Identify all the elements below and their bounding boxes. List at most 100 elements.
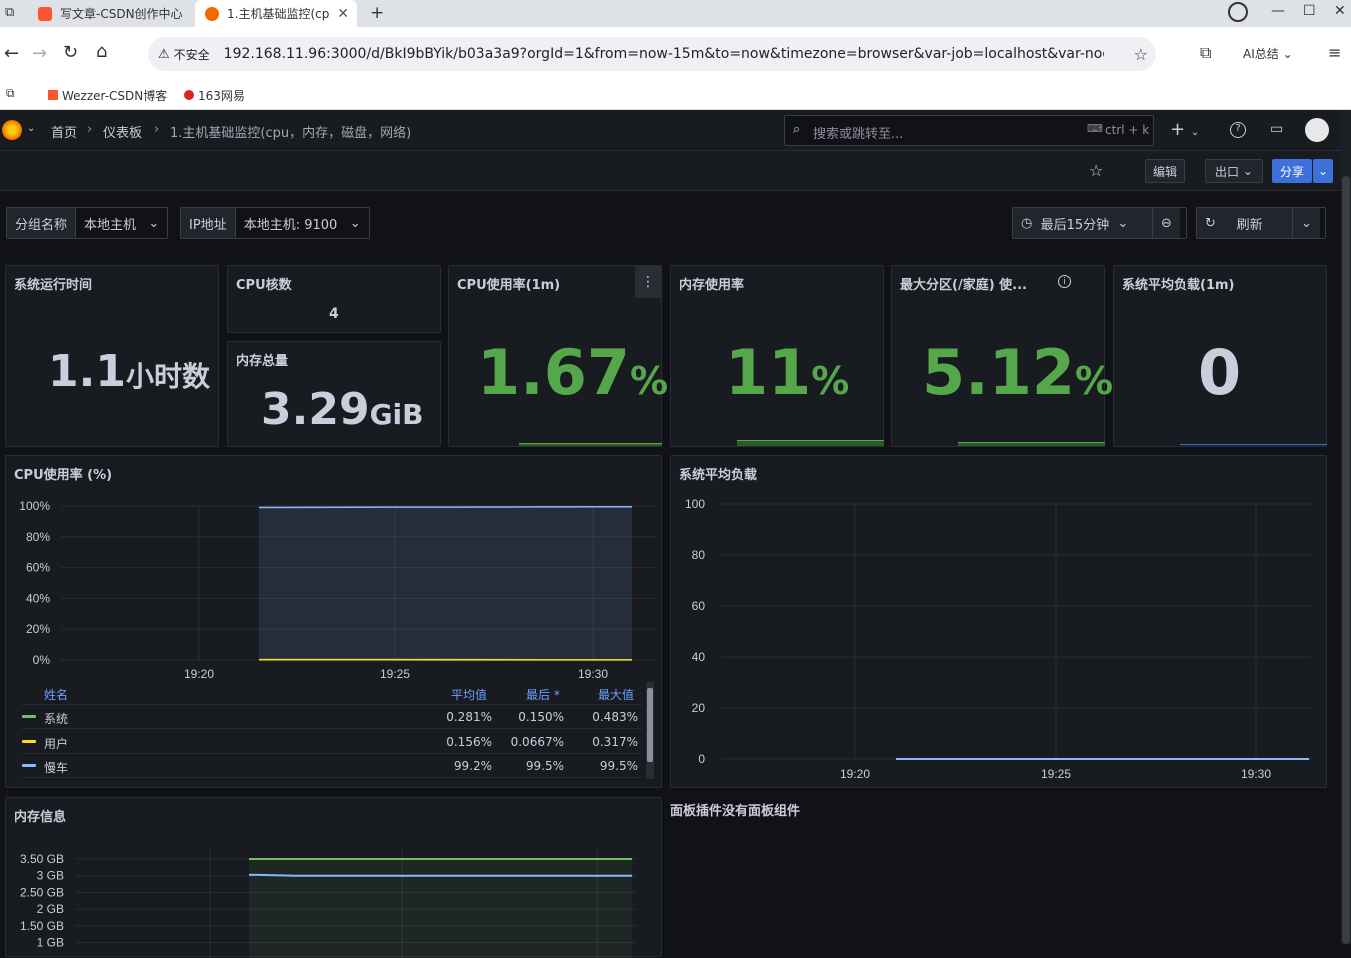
series-area-total xyxy=(249,859,632,958)
clock-icon: ◷ xyxy=(1021,216,1032,231)
add-icon[interactable]: + ⌄ xyxy=(1170,119,1199,140)
stat-panel-uptime[interactable]: 系统运行时间 1.1小时数 xyxy=(5,265,219,447)
stat-panel-cpu-cores[interactable]: CPU核数 4 xyxy=(227,265,441,333)
new-tab-icon[interactable]: + xyxy=(370,3,384,23)
star-icon[interactable]: ☆ xyxy=(1134,45,1148,64)
stat-value: 3.29GiB xyxy=(261,384,423,435)
legend-header-last[interactable]: 最后 * xyxy=(526,686,560,703)
search-input[interactable]: ⌕ 搜索或跳转至... ⌨ ctrl + k xyxy=(784,115,1154,146)
stat-panel-disk-usage[interactable]: 最大分区(/家庭) 使... i 5.12% xyxy=(891,265,1105,447)
refresh-picker[interactable]: ↻ 刷新 ⌄ xyxy=(1196,207,1326,239)
help-icon[interactable]: ? xyxy=(1230,122,1246,138)
info-icon[interactable]: i xyxy=(1058,275,1071,288)
chevron-down-icon[interactable]: ⌄ xyxy=(1293,208,1320,238)
monitor-icon[interactable]: ▭ xyxy=(1270,121,1283,137)
y-tick-label: 60 xyxy=(692,599,706,613)
keyboard-icon: ⌨ xyxy=(1087,122,1103,135)
menu-icon[interactable]: ≡ xyxy=(1328,43,1341,62)
x-tick-label: 19:20 xyxy=(840,767,870,781)
ai-summary-button[interactable]: AI总结 ⌄ xyxy=(1243,45,1293,62)
refresh-button[interactable]: ↻ 刷新 xyxy=(1197,208,1293,238)
edit-button[interactable]: 编辑 xyxy=(1145,159,1185,183)
bookmark-csdn[interactable]: Wezzer-CSDN博客 xyxy=(48,87,167,104)
search-placeholder: 搜索或跳转至... xyxy=(813,123,903,142)
variable-ip[interactable]: IP地址 本地主机: 9100 ⌄ xyxy=(180,207,370,239)
breadcrumb-home[interactable]: 首页 xyxy=(51,122,77,141)
home-icon[interactable]: ⌂ xyxy=(96,41,107,62)
variable-label: 分组名称 xyxy=(7,208,76,238)
avatar[interactable] xyxy=(1305,118,1329,142)
share-dropdown-button[interactable]: ⌄ xyxy=(1313,159,1333,183)
url-text[interactable]: 192.168.11.96:3000/d/BkI9bBYik/b03a3a9?o… xyxy=(224,46,1104,62)
minimize-icon[interactable]: — xyxy=(1271,3,1285,19)
y-tick-label: 60% xyxy=(26,561,50,575)
series-line-2 xyxy=(259,507,632,508)
close-window-icon[interactable]: ✕ xyxy=(1334,3,1346,19)
share-button[interactable]: 分享 xyxy=(1272,159,1312,183)
breadcrumb-dashboards[interactable]: 仪表板 xyxy=(103,122,142,141)
address-bar[interactable]: ⚠ 不安全 192.168.11.96:3000/d/BkI9bBYik/b03… xyxy=(148,37,1156,71)
legend-last: 0.0667% xyxy=(511,735,564,749)
y-tick-label: 100% xyxy=(19,499,50,513)
profile-icon[interactable] xyxy=(1228,2,1248,22)
legend-header-name[interactable]: 姓名 xyxy=(44,686,68,703)
stat-unit: GiB xyxy=(370,398,424,431)
legend-name[interactable]: 用户 xyxy=(44,735,68,752)
reload-icon[interactable]: ↻ xyxy=(63,42,78,63)
browser-tab-grafana[interactable]: 1.主机基础监控(cp ✕ xyxy=(195,0,357,27)
zoom-out-icon[interactable]: ⊖ xyxy=(1153,208,1180,238)
legend-header-max[interactable]: 最大值 xyxy=(598,686,634,703)
star-icon[interactable]: ☆ xyxy=(1089,161,1103,180)
legend-header-avg[interactable]: 平均值 xyxy=(451,686,487,703)
time-range[interactable]: ◷ 最后15分钟 ⌄ xyxy=(1013,208,1153,238)
stat-number: 1.67 xyxy=(477,336,630,409)
tab-actions-icon[interactable]: ⧉ xyxy=(5,5,14,20)
stat-panel-load[interactable]: 系统平均负载(1m) 0 xyxy=(1113,265,1327,447)
page-scrollbar-thumb[interactable] xyxy=(1342,176,1350,944)
tab-search-icon[interactable]: ⧉ xyxy=(6,86,15,101)
close-icon[interactable]: ✕ xyxy=(337,6,349,22)
legend-avg: 99.2% xyxy=(454,759,492,773)
variable-value[interactable]: 本地主机 ⌄ xyxy=(76,208,167,238)
163-icon xyxy=(184,90,194,100)
stat-value: 4 xyxy=(329,306,339,322)
grafana-logo-icon[interactable] xyxy=(2,120,22,140)
export-button[interactable]: 出口 ⌄ xyxy=(1205,159,1263,183)
chevron-down-icon[interactable]: ⌄ xyxy=(27,123,35,134)
variable-group[interactable]: 分组名称 本地主机 ⌄ xyxy=(6,207,168,239)
stat-panel-mem-usage[interactable]: 内存使用率 11% xyxy=(670,265,884,447)
bookmark-163[interactable]: 163网易 xyxy=(184,87,245,104)
extensions-icon[interactable]: ⧉ xyxy=(1200,43,1211,63)
panel-title: CPU核数 xyxy=(236,274,292,293)
legend-name[interactable]: 系统 xyxy=(44,710,68,727)
sparkline xyxy=(519,443,662,446)
stat-unit: 小时数 xyxy=(126,360,210,393)
panel-menu-icon[interactable]: ⋮ xyxy=(635,266,661,298)
y-tick-label: 2.50 GB xyxy=(20,885,64,899)
search-icon: ⌕ xyxy=(793,122,800,137)
refresh-label: 刷新 xyxy=(1237,214,1263,233)
page-scrollbar[interactable] xyxy=(1341,110,1351,944)
time-picker[interactable]: ◷ 最后15分钟 ⌄ ⊖ xyxy=(1012,207,1187,239)
shortcut-label: ctrl + k xyxy=(1105,123,1149,137)
y-tick-label: 1 GB xyxy=(37,936,64,950)
stat-number: 11 xyxy=(725,336,811,409)
stat-panel-cpu-usage[interactable]: CPU使用率(1m) ⋮ 1.67% xyxy=(448,265,662,447)
stat-panel-mem-total[interactable]: 内存总量 3.29GiB xyxy=(227,341,441,447)
legend-scrollbar-thumb[interactable] xyxy=(647,688,653,762)
stat-value: 0 xyxy=(1198,336,1241,409)
legend-name[interactable]: 慢车 xyxy=(44,759,68,776)
variable-value[interactable]: 本地主机: 9100 ⌄ xyxy=(236,208,369,238)
legend-scrollbar[interactable] xyxy=(646,682,654,779)
browser-tab-csdn[interactable]: 写文章-CSDN创作中心 xyxy=(28,0,190,27)
back-icon[interactable]: ← xyxy=(4,43,19,64)
forward-icon[interactable]: → xyxy=(32,43,47,64)
maximize-icon[interactable]: ☐ xyxy=(1303,3,1316,19)
stat-value: 5.12% xyxy=(922,336,1113,409)
